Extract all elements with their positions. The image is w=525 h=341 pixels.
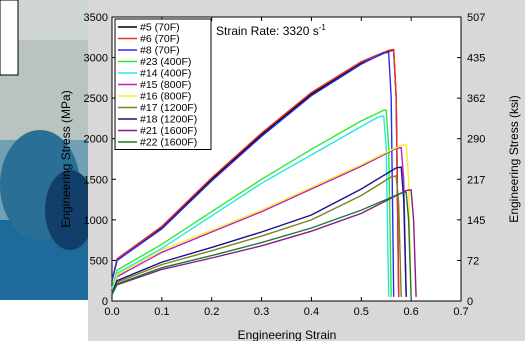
y2-tick-label: 72 [467,255,479,267]
legend-label-9: #21 (1600F) [140,125,197,137]
y2-tick-label: 217 [467,174,485,186]
x-tick-label: 0.3 [254,306,269,318]
legend-label-8: #18 (1200F) [140,114,197,126]
y-tick-label: 1000 [84,215,108,227]
y-tick-label: 2000 [84,134,108,146]
x-tick-label: 0.4 [304,306,319,318]
y-tick-label: 1500 [84,174,108,186]
legend-label-4: #14 (400F) [140,68,191,80]
x-tick-label: 0.6 [403,306,418,318]
y-tick-label: 3500 [84,12,108,24]
legend-label-5: #15 (800F) [140,79,191,91]
x-tick-label: 0.2 [204,306,219,318]
y-axis-label: Engineering Stress (MPa) [59,90,73,227]
y2-axis-label: Engineering Stress (ksi) [507,95,521,222]
y2-tick-label: 362 [467,93,485,105]
legend-label-6: #16 (800F) [140,91,191,103]
y-tick-label: 0 [102,296,108,308]
y-tick-label: 3000 [84,53,108,65]
x-tick-label: 0.5 [354,306,369,318]
legend-label-2: #8 (70F) [140,45,180,57]
y-tick-label: 500 [90,255,108,267]
legend-label-0: #5 (70F) [140,22,180,34]
legend-label-10: #22 (1600F) [140,137,197,149]
y2-tick-label: 145 [467,215,485,227]
x-tick-label: 0.1 [154,306,169,318]
legend-label-1: #6 (70F) [140,33,180,45]
legend-label-3: #23 (400F) [140,56,191,68]
y2-tick-label: 507 [467,12,485,24]
y2-tick-label: 435 [467,53,485,65]
y2-tick-label: 0 [467,296,473,308]
y2-tick-label: 290 [467,134,485,146]
y-tick-label: 2500 [84,93,108,105]
x-axis-label: Engineering Strain [238,328,337,341]
legend-label-7: #17 (1200F) [140,102,197,114]
strain-rate-annotation: Strain Rate: 3320 s-1 [216,23,326,38]
